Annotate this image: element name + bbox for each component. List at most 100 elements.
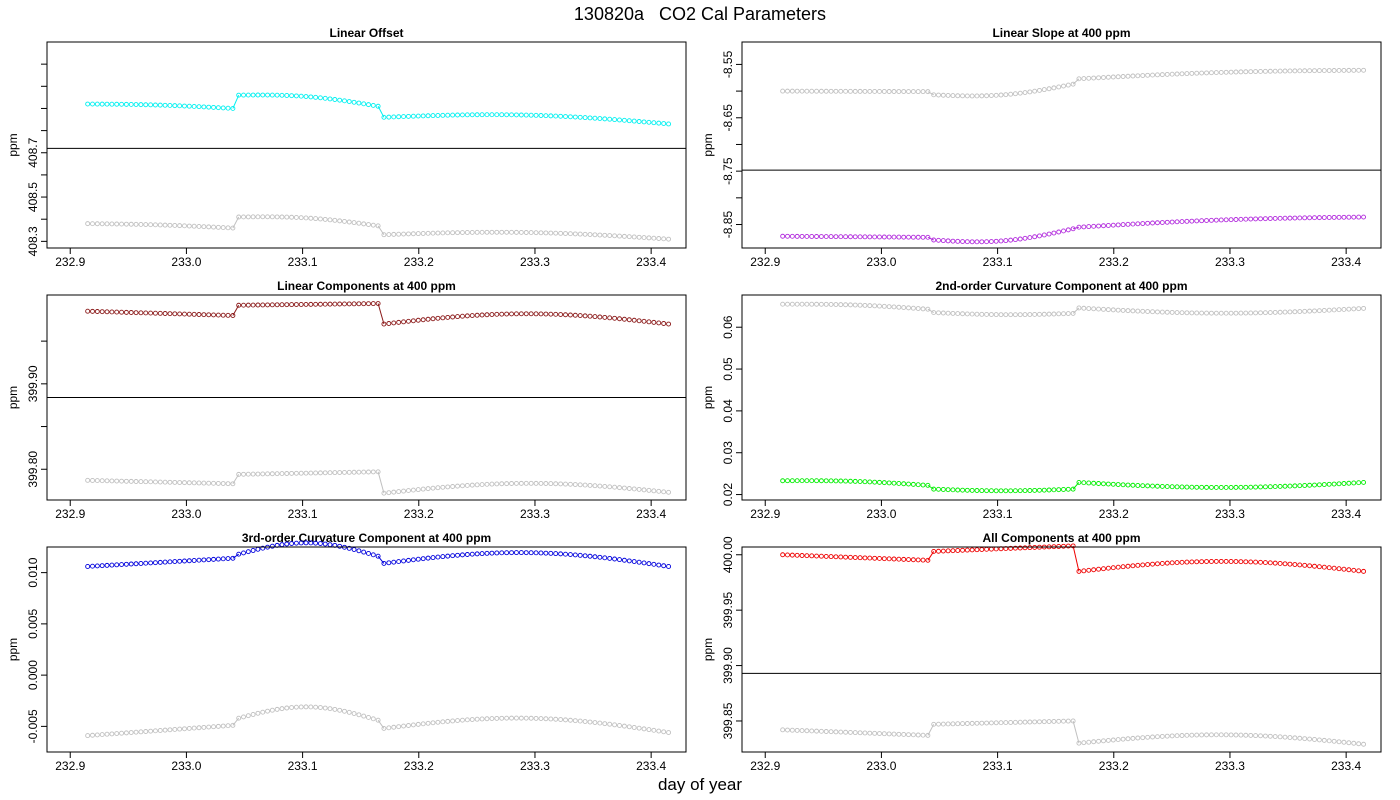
data-point xyxy=(1277,560,1283,566)
data-point xyxy=(543,550,549,556)
data-point xyxy=(950,93,956,99)
data-point xyxy=(450,112,456,118)
data-point xyxy=(901,89,907,94)
data-point xyxy=(528,112,534,118)
data-point xyxy=(838,88,844,94)
data-point xyxy=(906,732,911,738)
data-point xyxy=(104,221,110,227)
data-point xyxy=(351,547,357,552)
data-point xyxy=(877,303,882,309)
data-point xyxy=(1282,483,1288,489)
data-point xyxy=(809,88,815,94)
data-point xyxy=(592,232,598,238)
data-point xyxy=(1326,481,1332,487)
data-point xyxy=(814,478,819,484)
data-point xyxy=(220,105,226,111)
data-point xyxy=(460,717,465,723)
data-point xyxy=(479,551,485,557)
data-point xyxy=(1012,545,1018,551)
data-point xyxy=(857,730,863,736)
data-point xyxy=(420,317,426,323)
data-point xyxy=(1091,75,1097,81)
data-point xyxy=(631,317,637,323)
data-point xyxy=(1243,69,1249,75)
data-point xyxy=(182,726,187,732)
data-point xyxy=(1184,732,1190,738)
data-point xyxy=(780,301,786,307)
data-point xyxy=(617,723,622,728)
data-point xyxy=(109,101,115,107)
data-point xyxy=(138,221,144,227)
data-point xyxy=(1199,732,1205,738)
data-point xyxy=(1218,558,1224,564)
data-point xyxy=(469,717,475,722)
data-point xyxy=(123,221,129,227)
data-point xyxy=(236,302,242,308)
y-axis-label: ppm xyxy=(701,133,715,156)
data-point xyxy=(548,113,554,119)
data-point xyxy=(225,556,231,561)
data-point xyxy=(351,220,357,226)
data-point xyxy=(396,489,402,495)
data-point xyxy=(1189,484,1195,490)
data-point xyxy=(1027,545,1033,551)
data-point xyxy=(1208,310,1214,316)
data-point xyxy=(563,114,568,119)
data-point xyxy=(602,483,608,489)
data-point xyxy=(543,481,549,486)
data-point xyxy=(867,88,873,94)
data-point xyxy=(172,727,178,732)
data-point xyxy=(814,301,819,307)
data-point xyxy=(592,720,598,725)
data-point xyxy=(1292,215,1298,221)
data-point xyxy=(1056,544,1062,549)
data-point xyxy=(220,723,226,729)
data-point xyxy=(172,103,178,109)
data-point xyxy=(99,221,105,227)
data-point xyxy=(391,231,397,237)
data-point xyxy=(381,490,387,496)
data-point xyxy=(1194,310,1200,316)
data-point xyxy=(366,550,371,556)
data-point xyxy=(1027,235,1033,241)
data-point xyxy=(950,548,956,554)
data-point xyxy=(346,99,352,104)
data-point xyxy=(612,117,618,123)
data-point xyxy=(920,482,926,488)
data-point xyxy=(1145,734,1151,740)
data-point xyxy=(1076,740,1082,746)
data-point xyxy=(567,552,573,557)
data-point xyxy=(225,481,231,487)
data-point xyxy=(955,721,961,727)
data-point xyxy=(85,477,91,483)
data-point xyxy=(666,730,672,735)
data-point xyxy=(119,101,125,107)
data-point xyxy=(1287,483,1293,489)
data-point xyxy=(1027,488,1033,493)
data-point xyxy=(901,556,907,562)
data-point xyxy=(230,313,236,318)
data-point xyxy=(920,732,926,738)
data-point xyxy=(896,481,902,486)
data-point xyxy=(182,311,187,317)
data-point xyxy=(157,728,163,733)
data-point xyxy=(220,312,226,318)
data-point xyxy=(186,223,192,229)
data-point xyxy=(504,715,510,721)
data-point xyxy=(1105,307,1111,313)
data-point xyxy=(162,727,168,733)
data-point xyxy=(1312,68,1317,74)
data-point xyxy=(1213,310,1219,316)
data-point xyxy=(651,319,657,325)
data-point xyxy=(1091,306,1097,312)
data-point xyxy=(1065,543,1071,549)
data-point xyxy=(327,470,333,476)
data-point xyxy=(1331,738,1337,744)
data-point xyxy=(1056,84,1062,90)
data-point xyxy=(988,239,994,244)
data-point xyxy=(1101,306,1106,312)
data-point xyxy=(558,113,564,119)
data-point xyxy=(1150,561,1155,567)
data-point xyxy=(1233,310,1239,316)
data-point xyxy=(969,487,975,493)
